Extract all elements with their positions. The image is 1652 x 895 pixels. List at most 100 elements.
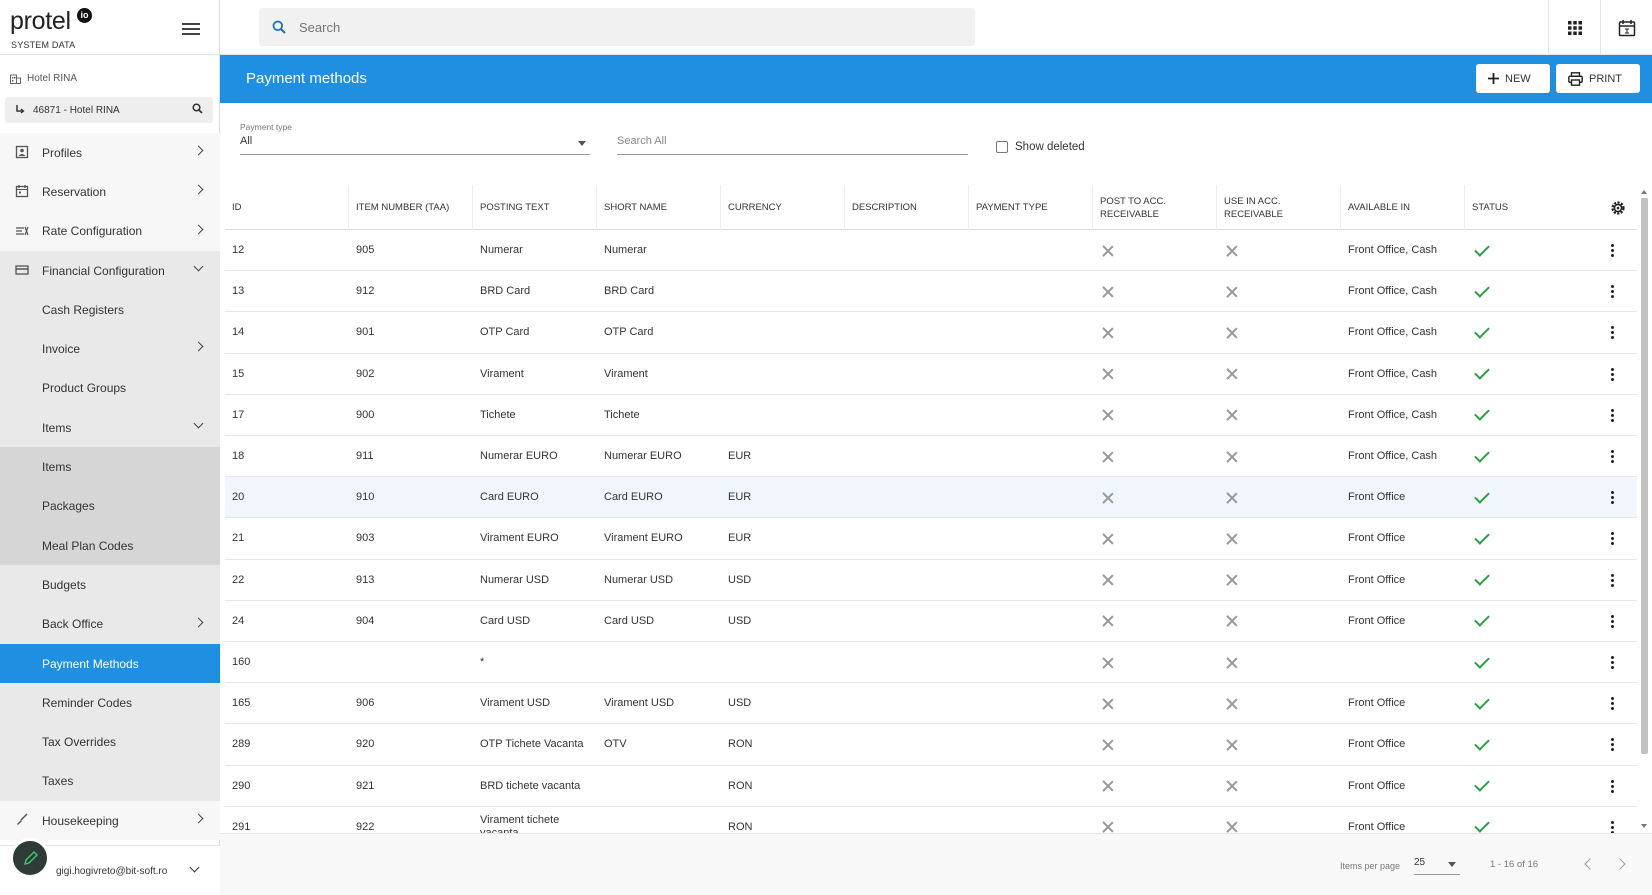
row-menu-icon[interactable]: [1611, 367, 1615, 382]
nav-item-financial-configuration[interactable]: Financial Configuration: [0, 250, 220, 291]
col-short-name[interactable]: SHORT NAME: [597, 185, 721, 230]
apps-grid-icon[interactable]: [1548, 0, 1600, 55]
col-currency[interactable]: CURRENCY: [721, 185, 845, 230]
row-menu-icon[interactable]: [1611, 491, 1615, 505]
table-row[interactable]: 12 905 Numerar Numerar Front Office, Cash: [225, 230, 1637, 272]
payment-type-select[interactable]: All: [240, 135, 590, 155]
col-status[interactable]: STATUS: [1472, 202, 1509, 213]
table-row[interactable]: 22 913 Numerar USD Numerar USD USD Front Offi…: [225, 560, 1637, 601]
nav-item-meal-plan-codes[interactable]: Meal Plan Codes: [0, 525, 220, 566]
cell-use-in-acc: [1219, 560, 1343, 601]
row-menu-icon[interactable]: [1611, 573, 1615, 588]
col-description[interactable]: DESCRIPTION: [845, 185, 969, 230]
chevron-down-icon: [193, 418, 204, 429]
cell-currency: [721, 271, 845, 312]
gear-icon[interactable]: [1609, 199, 1627, 217]
table-row[interactable]: 18 911 Numerar EURO Numerar EURO EUR Front Of…: [225, 436, 1637, 478]
row-menu-icon[interactable]: [1611, 450, 1615, 464]
cell-short-name: Numerar EURO: [604, 450, 682, 463]
global-search[interactable]: [259, 8, 975, 46]
col-available-in[interactable]: AVAILABLE IN: [1341, 185, 1465, 230]
calendar-icon[interactable]: [1600, 0, 1652, 55]
check-icon: [1474, 364, 1490, 380]
row-menu-icon[interactable]: [1611, 408, 1615, 423]
col-use-in-acc-receivable[interactable]: USE IN ACC. RECEIVABLE: [1217, 185, 1341, 230]
table-row[interactable]: 289 920 OTP Tichete Vacanta OTV RON Front Off…: [225, 724, 1637, 766]
cell-posting-text: BRD Card: [480, 285, 531, 298]
nav-item-tax-overrides[interactable]: Tax Overrides: [0, 722, 220, 762]
cell-available-in: Front Office: [1348, 779, 1406, 792]
nav-item-housekeeping[interactable]: Housekeeping: [0, 801, 220, 841]
table-row[interactable]: 291 922 Virament tichete vacanta RON Front O…: [225, 807, 1637, 833]
col-id[interactable]: ID: [225, 185, 349, 230]
hotel-selector[interactable]: 46871 - Hotel RINA: [5, 97, 213, 123]
next-page-icon[interactable]: [1614, 858, 1626, 870]
col-item-number[interactable]: ITEM NUMBER (TAA): [349, 185, 473, 230]
row-menu-icon[interactable]: [1611, 285, 1615, 299]
table-scrollbar[interactable]: [1639, 190, 1649, 832]
nav-item-reminder-codes[interactable]: Reminder Codes: [0, 683, 220, 723]
row-menu-icon[interactable]: [1611, 614, 1615, 629]
cell-currency: RON: [728, 779, 753, 792]
cell-status: [1468, 683, 1528, 724]
row-menu-icon[interactable]: [1611, 820, 1615, 833]
row-menu-icon[interactable]: [1611, 532, 1615, 546]
show-deleted-checkbox[interactable]: [996, 141, 1008, 153]
print-button[interactable]: PRINT: [1556, 64, 1640, 93]
table-row[interactable]: 165 906 Virament USD Virament USD USD Front O…: [225, 683, 1637, 725]
row-menu-icon[interactable]: [1611, 779, 1615, 794]
table-row[interactable]: 290 921 BRD tichete vacanta RON Front Office: [225, 766, 1637, 807]
nav-item-back-office[interactable]: Back Office: [0, 604, 220, 644]
cell-available-in: [1341, 642, 1465, 683]
nav-item-cash-registers[interactable]: Cash Registers: [0, 290, 220, 330]
scroll-up-arrow-icon[interactable]: [1641, 190, 1647, 194]
table-row[interactable]: 20 910 Card EURO Card EURO EUR Front Office: [225, 477, 1637, 519]
nav-item-product-groups[interactable]: Product Groups: [0, 368, 220, 409]
table-row[interactable]: 24 904 Card USD Card USD USD Front Office: [225, 601, 1637, 642]
col-post-to-acc-receivable[interactable]: POST TO ACC. RECEIVABLE: [1093, 185, 1217, 230]
cell-use-in-acc: [1219, 766, 1343, 807]
search-input[interactable]: [297, 8, 957, 46]
chevron-down-icon[interactable]: [189, 862, 200, 873]
search-all-input[interactable]: Search All: [617, 135, 968, 155]
table-row[interactable]: 15 902 Virament Virament Front Office, Cash: [225, 354, 1637, 395]
user-bar[interactable]: gigi.hogivreto@bit-soft.ro: [0, 838, 220, 895]
table-row[interactable]: 14 901 OTP Card OTP Card Front Office, Cash: [225, 312, 1637, 354]
col-payment-type[interactable]: PAYMENT TYPE: [969, 185, 1093, 230]
cell-currency: USD: [728, 614, 752, 627]
nav-item-items-group[interactable]: Items: [0, 408, 220, 448]
x-mark-icon: [1226, 780, 1238, 792]
nav-item-taxes[interactable]: Taxes: [0, 761, 220, 802]
previous-page-icon[interactable]: [1584, 858, 1596, 870]
table-row[interactable]: 13 912 BRD Card BRD Card Front Office, Cash: [225, 271, 1637, 313]
scrollbar-thumb[interactable]: [1641, 198, 1648, 754]
hamburger-menu-icon[interactable]: [182, 23, 200, 37]
search-icon[interactable]: [192, 103, 203, 114]
nav-item-invoice[interactable]: Invoice: [0, 329, 220, 369]
table-row[interactable]: 17 900 Tichete Tichete Front Office, Cash: [225, 395, 1637, 436]
table-row[interactable]: 160 *: [225, 642, 1637, 684]
check-icon: [1474, 611, 1490, 628]
x-mark-icon: [1102, 327, 1114, 339]
row-menu-icon[interactable]: [1611, 326, 1615, 340]
cell-status: [1468, 354, 1528, 395]
nav-item-reservation[interactable]: Reservation: [0, 172, 220, 212]
nav-item-budgets[interactable]: Budgets: [0, 565, 220, 605]
nav-item-items[interactable]: Items: [0, 447, 220, 487]
cell-item-number: 901: [356, 326, 375, 339]
cell-post-to-acc: [1095, 271, 1219, 312]
row-menu-icon[interactable]: [1611, 697, 1615, 711]
row-menu-icon[interactable]: [1611, 656, 1615, 670]
row-menu-icon[interactable]: [1611, 244, 1615, 258]
new-button[interactable]: NEW: [1476, 64, 1550, 93]
nav-item-payment-methods[interactable]: Payment Methods: [0, 643, 220, 684]
nav-item-packages[interactable]: Packages: [0, 486, 220, 526]
nav-item-profiles[interactable]: Profiles: [0, 133, 220, 173]
table-row[interactable]: 21 903 Virament EURO Virament EURO EUR Front …: [225, 518, 1637, 560]
row-menu-icon[interactable]: [1611, 738, 1615, 752]
nav-item-rate-configuration[interactable]: Rate Configuration: [0, 211, 220, 251]
avatar[interactable]: [10, 838, 50, 878]
scroll-down-arrow-icon[interactable]: [1641, 824, 1647, 828]
items-per-page-select[interactable]: 25: [1414, 857, 1460, 875]
col-posting-text[interactable]: POSTING TEXT: [473, 185, 597, 230]
